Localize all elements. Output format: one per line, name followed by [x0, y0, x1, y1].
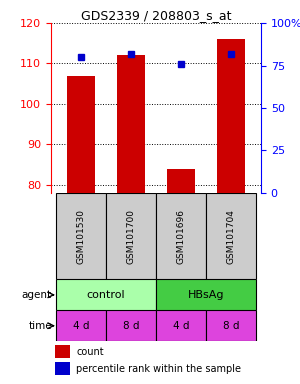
Bar [67, 76, 95, 193]
Bar [217, 39, 245, 193]
Text: GSM101696: GSM101696 [176, 209, 185, 264]
Bar [56, 310, 106, 341]
Text: agent: agent [22, 290, 52, 300]
Text: 4 d: 4 d [173, 321, 189, 331]
Title: GDS2339 / 208803_s_at: GDS2339 / 208803_s_at [81, 9, 231, 22]
Text: control: control [87, 290, 125, 300]
Bar [106, 193, 156, 280]
Bar [117, 55, 145, 193]
Bar [156, 193, 206, 280]
Bar [55, 345, 70, 358]
Text: GSM101704: GSM101704 [226, 209, 236, 263]
Bar [106, 310, 156, 341]
Text: HBsAg: HBsAg [188, 290, 224, 300]
Bar [156, 310, 206, 341]
Text: percentile rank within the sample: percentile rank within the sample [76, 364, 241, 374]
Text: 8 d: 8 d [223, 321, 239, 331]
Bar [55, 362, 70, 375]
Bar [206, 193, 256, 280]
Bar [56, 193, 106, 280]
Bar [56, 280, 156, 310]
Text: 8 d: 8 d [123, 321, 139, 331]
Text: 4 d: 4 d [73, 321, 89, 331]
Text: GSM101700: GSM101700 [127, 209, 136, 264]
Text: count: count [76, 346, 104, 357]
Text: time: time [28, 321, 52, 331]
Bar [206, 310, 256, 341]
Bar [156, 280, 256, 310]
Bar [167, 169, 195, 193]
Text: GSM101530: GSM101530 [76, 209, 85, 264]
